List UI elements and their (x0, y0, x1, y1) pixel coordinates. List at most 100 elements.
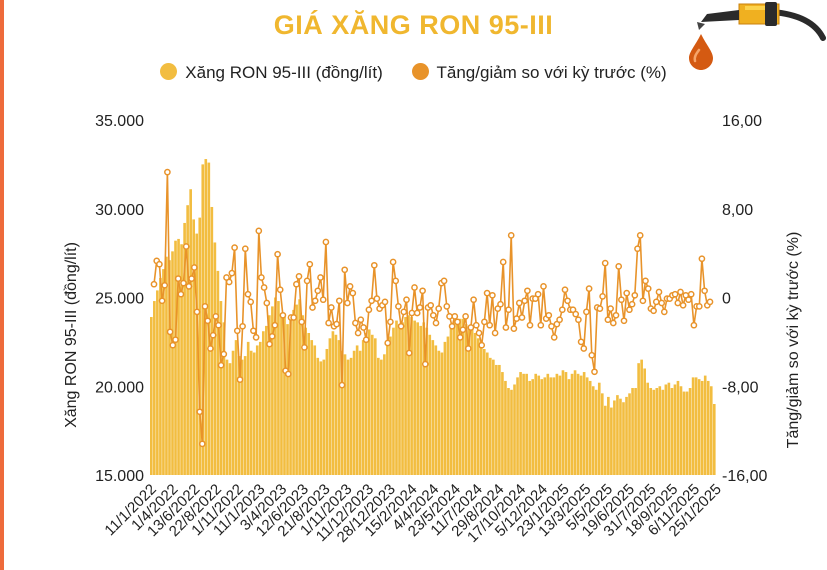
change-point[interactable] (161, 281, 169, 289)
change-point[interactable] (607, 305, 614, 312)
price-bar[interactable] (534, 373, 538, 475)
price-bar[interactable] (594, 389, 598, 475)
change-point[interactable] (679, 301, 687, 309)
price-bar[interactable] (249, 350, 253, 475)
price-bar[interactable] (501, 372, 504, 475)
price-bar[interactable] (634, 388, 637, 475)
price-bar[interactable] (343, 354, 347, 475)
change-point[interactable] (695, 303, 703, 310)
price-bar[interactable] (280, 313, 283, 475)
price-bar[interactable] (340, 350, 344, 475)
change-point[interactable] (440, 277, 448, 285)
change-point[interactable] (652, 298, 660, 306)
change-point[interactable] (225, 278, 233, 286)
price-bar[interactable] (507, 388, 510, 475)
change-point[interactable] (556, 316, 563, 324)
price-bar[interactable] (246, 341, 250, 476)
price-bar[interactable] (313, 345, 317, 475)
change-point[interactable] (491, 329, 499, 337)
price-bar[interactable] (271, 306, 274, 476)
price-bar[interactable] (386, 343, 389, 475)
change-point[interactable] (701, 287, 708, 295)
change-point[interactable] (344, 299, 351, 307)
price-bar[interactable] (222, 322, 226, 475)
change-point[interactable] (156, 260, 163, 268)
change-point[interactable] (677, 288, 684, 296)
change-point[interactable] (448, 322, 456, 330)
price-bar[interactable] (640, 359, 643, 476)
price-bar[interactable] (319, 361, 323, 475)
price-bar[interactable] (395, 320, 398, 475)
change-point[interactable] (247, 298, 255, 306)
price-bar[interactable] (625, 396, 628, 475)
price-bar[interactable] (709, 386, 713, 475)
change-point[interactable] (319, 296, 327, 304)
price-bar[interactable] (192, 219, 195, 475)
price-bar[interactable] (240, 359, 244, 476)
change-point[interactable] (505, 306, 512, 314)
price-bar[interactable] (289, 318, 292, 475)
price-bar[interactable] (283, 317, 286, 475)
price-bar[interactable] (237, 356, 241, 475)
change-point[interactable] (220, 350, 228, 358)
price-bar[interactable] (519, 372, 522, 475)
price-bar[interactable] (316, 357, 320, 475)
change-point[interactable] (540, 283, 547, 290)
price-bar[interactable] (479, 341, 483, 476)
price-bar[interactable] (492, 359, 495, 476)
change-point[interactable] (365, 306, 373, 314)
price-bar[interactable] (561, 370, 565, 475)
change-point[interactable] (451, 313, 459, 320)
price-bar[interactable] (410, 317, 413, 475)
price-bar[interactable] (531, 379, 534, 475)
change-point[interactable] (293, 280, 300, 288)
price-bar[interactable] (358, 350, 362, 475)
change-point[interactable] (502, 324, 510, 331)
price-bar[interactable] (322, 359, 326, 476)
price-bar[interactable] (255, 345, 259, 475)
price-bar[interactable] (177, 238, 180, 475)
price-bar[interactable] (334, 334, 338, 475)
change-point[interactable] (150, 280, 158, 288)
change-point[interactable] (572, 310, 580, 318)
price-bar[interactable] (652, 389, 656, 475)
price-bar[interactable] (310, 340, 314, 475)
change-point[interactable] (690, 321, 698, 329)
change-point[interactable] (188, 275, 195, 282)
change-point[interactable] (204, 317, 212, 325)
change-point[interactable] (513, 315, 520, 322)
price-bar[interactable] (277, 301, 280, 475)
change-point[interactable] (250, 327, 257, 335)
change-point[interactable] (671, 290, 679, 298)
price-bar[interactable] (150, 317, 153, 475)
price-bar[interactable] (252, 352, 256, 475)
change-point[interactable] (615, 263, 623, 270)
price-bar[interactable] (446, 336, 450, 475)
price-bar[interactable] (694, 377, 698, 476)
price-bar[interactable] (546, 373, 550, 475)
price-bar[interactable] (712, 404, 716, 475)
change-point[interactable] (620, 317, 628, 325)
price-bar[interactable] (616, 395, 619, 476)
change-point[interactable] (201, 303, 209, 310)
price-bar[interactable] (622, 402, 625, 475)
price-bar[interactable] (637, 363, 640, 475)
price-bar[interactable] (165, 256, 168, 475)
change-point[interactable] (403, 296, 410, 304)
price-bar[interactable] (549, 377, 553, 476)
price-bar[interactable] (180, 244, 183, 475)
change-point[interactable] (279, 311, 287, 319)
change-point[interactable] (413, 309, 421, 317)
change-point[interactable] (196, 408, 204, 416)
change-point[interactable] (483, 289, 491, 297)
change-point[interactable] (599, 293, 606, 300)
change-point[interactable] (548, 322, 555, 330)
change-point[interactable] (481, 318, 488, 326)
price-bar[interactable] (485, 352, 489, 475)
change-point[interactable] (360, 324, 367, 331)
price-bar[interactable] (331, 331, 335, 475)
change-point[interactable] (580, 345, 588, 352)
price-bar[interactable] (298, 299, 301, 475)
price-bar[interactable] (198, 217, 202, 476)
change-point[interactable] (306, 260, 314, 268)
